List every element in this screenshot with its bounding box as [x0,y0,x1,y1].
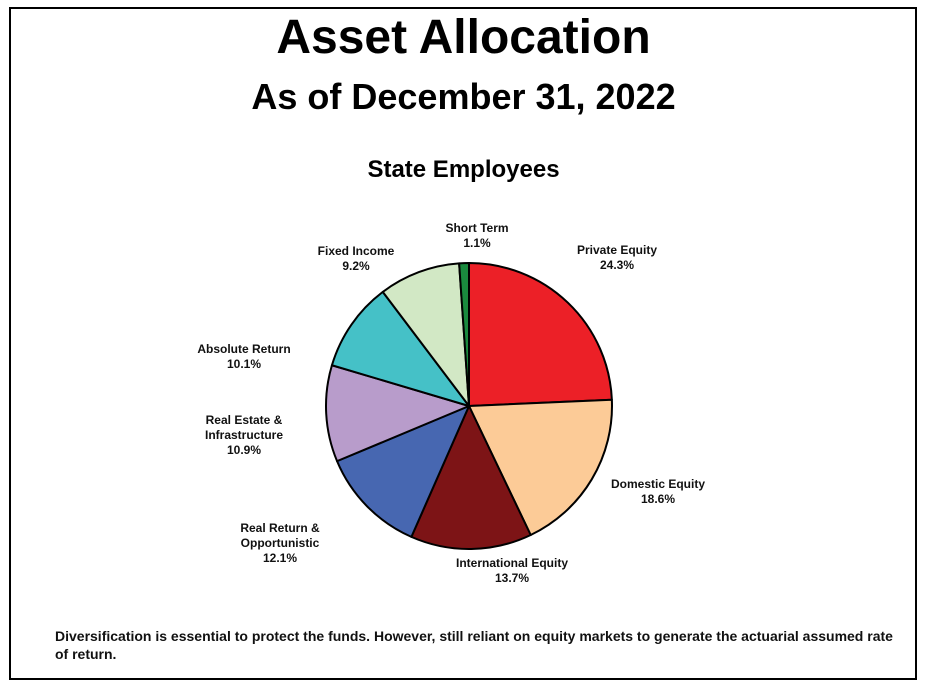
pie-slice-private-equity [468,262,613,407]
chart-title: State Employees [367,156,560,183]
slice-label-real-return-and-opportunistic: Real Return & Opportunistic 12.1% [240,521,320,565]
pie-slice-fixed-income [381,262,470,407]
pie-slice-international-equity [410,405,532,550]
slice-label-real-estate-and-infrastructure: Real Estate & Infrastructure 10.9% [205,413,283,457]
pie-slice-real-estate-and-infrastructure [325,364,470,463]
page-subtitle: As of December 31, 2022 [251,76,676,117]
slice-label-fixed-income: Fixed Income 9.2% [318,244,395,273]
slice-label-international-equity: International Equity 13.7% [456,556,568,585]
slice-label-private-equity: Private Equity 24.3% [577,243,657,272]
pie-slice-domestic-equity [468,398,613,537]
footnote: Diversification is essential to protect … [55,628,893,662]
slice-label-short-term: Short Term 1.1% [445,221,508,250]
slice-label-domestic-equity: Domestic Equity 18.6% [611,477,705,506]
page-title: Asset Allocation [276,11,651,64]
slice-label-absolute-return: Absolute Return 10.1% [197,342,290,371]
pie-slice-short-term [458,261,470,407]
pie-slice-absolute-return [330,290,470,407]
pie-slice-real-return-and-opportunistic [336,405,470,538]
